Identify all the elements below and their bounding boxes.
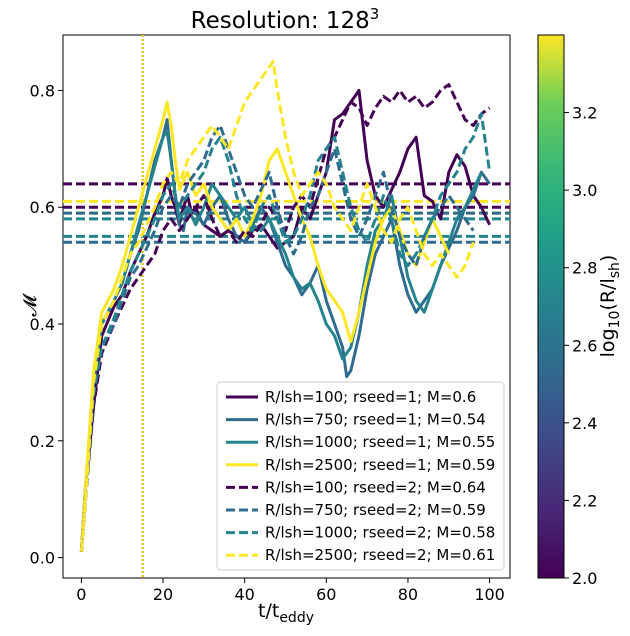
colorbar-tick-label: 2.4 — [572, 414, 597, 433]
series-line — [79, 83, 491, 552]
colorbar-tick-label: 3.2 — [572, 104, 597, 123]
y-tick-label: 0.0 — [30, 549, 55, 568]
legend-entry: R/lsh=750; rseed=2; M=0.59 — [265, 501, 486, 519]
colorbar-tick-label: 2.8 — [572, 259, 597, 278]
series-line — [79, 129, 483, 552]
legend: R/lsh=100; rseed=1; M=0.6 R/lsh=750; rsee… — [216, 381, 505, 571]
series-line — [79, 118, 491, 552]
x-tick-label: 20 — [153, 585, 173, 604]
y-axis-ticks: 0.0 0.2 0.4 0.6 0.8 — [30, 81, 63, 568]
y-tick-label: 0.8 — [30, 81, 55, 100]
y-axis-label: 𝓜 — [19, 293, 41, 317]
x-tick-label: 0 — [76, 585, 86, 604]
legend-entry: R/lsh=100; rseed=2; M=0.64 — [265, 478, 486, 496]
legend-entry: R/lsh=750; rseed=1; M=0.54 — [265, 411, 486, 429]
x-tick-label: 60 — [316, 585, 336, 604]
series-line — [79, 89, 491, 552]
colorbar-label: log10(R/lsh) — [597, 255, 623, 358]
chart-title: Resolution: 1283 — [191, 5, 380, 34]
y-tick-label: 0.2 — [30, 432, 55, 451]
colorbar-tick-label: 2.6 — [572, 336, 597, 355]
x-tick-label: 80 — [398, 585, 418, 604]
x-axis-label: t/teddy — [258, 600, 314, 626]
legend-entry: R/lsh=1000; rseed=1; M=0.55 — [265, 433, 495, 451]
series-line — [79, 100, 451, 552]
legend-box — [216, 381, 505, 571]
colorbar-tick-label: 2.2 — [572, 491, 597, 510]
legend-entry: R/lsh=1000; rseed=2; M=0.58 — [265, 524, 495, 542]
series-line — [79, 124, 475, 552]
y-tick-label: 0.6 — [30, 198, 55, 217]
colorbar — [537, 34, 565, 579]
series-line — [79, 59, 475, 552]
x-tick-label: 40 — [234, 585, 254, 604]
x-axis-ticks: 0 20 40 60 80 100 — [76, 578, 505, 604]
legend-entry: R/lsh=100; rseed=1; M=0.6 — [265, 388, 476, 406]
legend-entry: R/lsh=2500; rseed=2; M=0.61 — [265, 546, 495, 564]
colorbar-tick-label: 3.0 — [572, 181, 597, 200]
y-tick-label: 0.4 — [30, 315, 55, 334]
legend-entry: R/lsh=2500; rseed=1; M=0.59 — [265, 456, 495, 474]
x-tick-label: 100 — [474, 585, 505, 604]
colorbar-ticks: 2.0 2.2 2.4 2.6 2.8 3.0 3.2 — [564, 104, 597, 588]
colorbar-tick-label: 2.0 — [572, 569, 597, 588]
series-layer — [63, 35, 510, 578]
